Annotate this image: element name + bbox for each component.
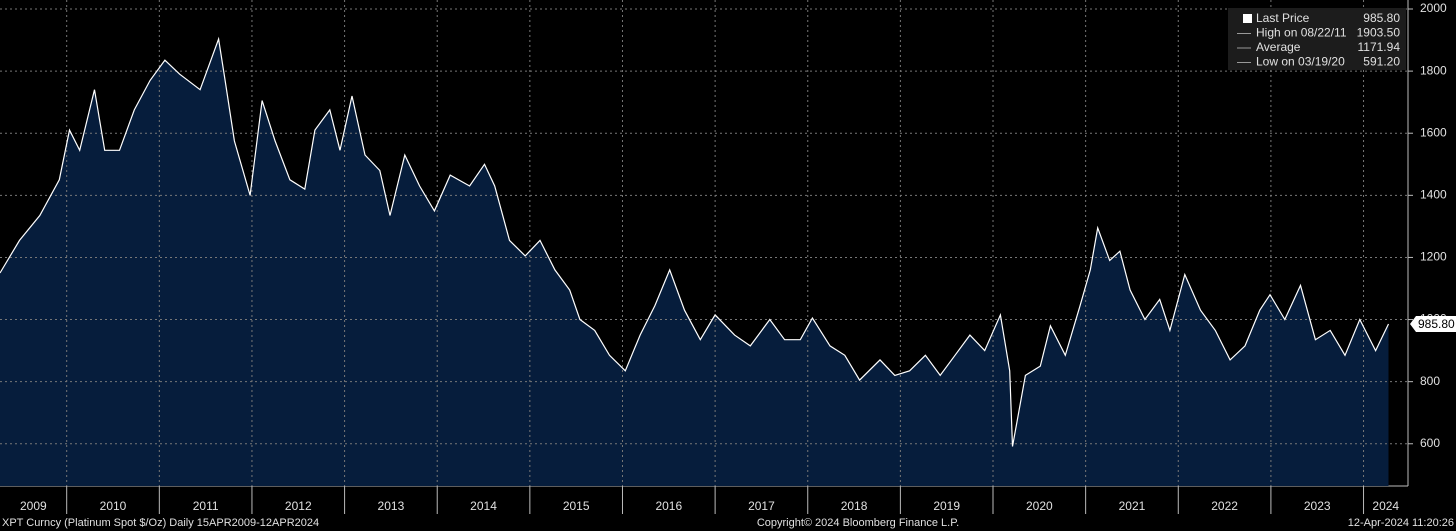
y-tick-label: 1200 [1420,250,1447,264]
last-price-label: 985.80 [1418,317,1455,331]
legend-label: Low on 03/19/20 [1256,55,1345,69]
legend-box [1228,8,1406,70]
x-tick-label: 2024 [1372,499,1399,513]
legend-value: 1903.50 [1357,26,1401,40]
y-tick-label: 1600 [1420,125,1447,139]
legend-value: 985.80 [1363,11,1400,25]
x-tick-label: 2019 [933,499,960,513]
x-tick-label: 2022 [1211,499,1238,513]
last-price-tag [1410,315,1456,332]
x-tick-label: 2020 [1026,499,1053,513]
x-tick-label: 2023 [1304,499,1331,513]
legend-value: 1171.94 [1358,40,1401,54]
x-tick-label: 2016 [655,499,682,513]
y-tick-label: 800 [1420,374,1440,388]
x-tick-label: 2013 [378,499,405,513]
x-tick-label: 2021 [1119,499,1146,513]
x-tick-label: 2014 [470,499,497,513]
footer-center: Copyright© 2024 Bloomberg Finance L.P. [757,517,959,529]
legend-label: Average [1256,40,1301,54]
y-tick-label: 2000 [1420,1,1447,15]
y-tick-label: 600 [1420,436,1440,450]
legend-value: 591.20 [1363,55,1400,69]
area [0,39,1389,486]
x-tick-label: 2011 [193,499,219,513]
legend-swatch [1243,14,1252,23]
y-tick-label: 1800 [1420,63,1447,77]
x-tick-label: 2010 [100,499,127,513]
line [0,36,1390,447]
x-tick-label: 2018 [841,499,868,513]
x-tick-label: 2015 [563,499,590,513]
x-tick-label: 2009 [20,499,47,513]
footer-left: XPT Curncy (Platinum Spot $/Oz) Daily 15… [2,517,319,529]
footer-right: 12-Apr-2024 11:20:26 [1348,517,1454,529]
legend-label: High on 08/22/11 [1256,26,1347,40]
x-tick-label: 2012 [285,499,312,513]
y-tick-label: 1400 [1420,188,1447,202]
legend-label: Last Price [1256,11,1310,25]
x-tick-label: 2017 [748,499,775,513]
